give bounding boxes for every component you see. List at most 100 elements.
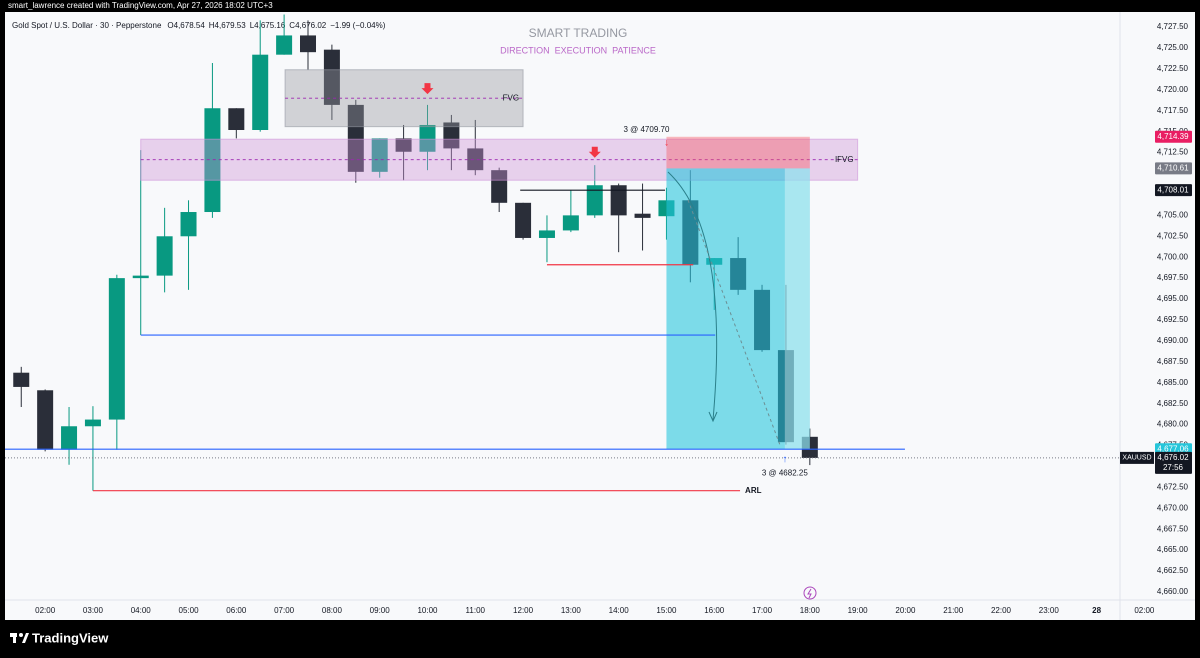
zone-label: IFVG xyxy=(835,155,854,164)
x-tick-label: 03:00 xyxy=(83,606,104,615)
chart-background xyxy=(5,12,1195,620)
brand-logo xyxy=(10,633,29,643)
level-label: ARL xyxy=(745,486,762,495)
candle-body xyxy=(491,170,508,203)
x-tick-label: 16:00 xyxy=(704,606,725,615)
target-zone-tail xyxy=(784,168,810,450)
logo-part xyxy=(19,633,23,637)
candle-body xyxy=(419,124,436,152)
x-tick-label: 10:00 xyxy=(417,606,438,615)
stop-zone xyxy=(666,136,810,169)
candle-body xyxy=(610,185,627,216)
candle-body xyxy=(156,236,173,276)
y-tick-label: 4,690.00 xyxy=(1157,336,1189,345)
candle-body xyxy=(61,426,78,450)
entry-label: 3 @ 4709.70 xyxy=(623,125,669,134)
y-tick-label: 4,727.50 xyxy=(1157,22,1189,31)
y-tick-label: 4,665.00 xyxy=(1157,545,1189,554)
candle-body xyxy=(538,230,555,238)
y-tick-label: 4,717.50 xyxy=(1157,106,1189,115)
x-tick-label: 07:00 xyxy=(274,606,295,615)
symbol-tag xyxy=(1120,451,1154,464)
y-tick-label: 4,712.50 xyxy=(1157,148,1189,157)
y-tick-label: 4,692.50 xyxy=(1157,315,1189,324)
event-icon xyxy=(803,586,817,600)
symbol: Gold Spot / U.S. Dollar · 30 · Peppersto… xyxy=(12,21,162,30)
x-tick-label: 20:00 xyxy=(895,606,916,615)
symbol-legend: Gold Spot / U.S. Dollar · 30 · Peppersto… xyxy=(12,21,386,30)
x-tick-label: 08:00 xyxy=(322,606,343,615)
candle-body xyxy=(37,390,54,450)
zone-label: FVG xyxy=(503,93,519,102)
price-tag-text: 4,714.39 xyxy=(1157,132,1189,141)
projection-arrowhead xyxy=(708,411,718,423)
ohlc: O4,678.54 xyxy=(167,21,205,30)
y-tick-label: 4,705.00 xyxy=(1157,210,1189,219)
price-tag-text: 4,677.06 xyxy=(1157,444,1189,453)
y-tick-label: 4,720.00 xyxy=(1157,85,1189,94)
candle-body xyxy=(515,202,532,238)
candle-body xyxy=(13,372,30,387)
target-zone xyxy=(666,168,810,450)
y-tick-label: 4,725.00 xyxy=(1157,43,1189,52)
x-tick-label: 02:00 xyxy=(35,606,56,615)
price-tag xyxy=(1155,451,1192,474)
signal-arrow xyxy=(421,83,434,95)
y-tick-label: 4,687.50 xyxy=(1157,357,1189,366)
candle-body xyxy=(252,54,269,131)
x-tick-label: 21:00 xyxy=(943,606,964,615)
price-tag-text: 4,676.02 xyxy=(1157,453,1189,462)
x-tick-label: 18:00 xyxy=(800,606,821,615)
x-tick-label: 19:00 xyxy=(848,606,869,615)
plot: FVG IFVG xyxy=(5,14,1120,492)
ohlc: L4,675.16 xyxy=(250,21,286,30)
price-tag xyxy=(1155,184,1192,197)
candle-body xyxy=(347,104,364,172)
price-tag xyxy=(1155,162,1192,175)
y-tick-label: 4,672.50 xyxy=(1157,482,1189,491)
price-tag-text: 4,710.61 xyxy=(1157,164,1189,173)
chart-title: SMART TRADING xyxy=(529,26,628,40)
candle-body xyxy=(300,35,317,53)
candle-body xyxy=(467,148,484,171)
change: −1.99 (−0.04%) xyxy=(330,21,385,30)
x-tick-label: 22:00 xyxy=(991,606,1012,615)
event-icon-bolt xyxy=(807,588,812,599)
ohlc: H4,679.53 xyxy=(209,21,246,30)
exit-label: 3 @ 4682.25 xyxy=(762,468,808,477)
candle-body xyxy=(108,278,125,420)
logo-part xyxy=(22,633,29,643)
x-tick-label: 04:00 xyxy=(131,606,152,615)
x-tick-label: 05:00 xyxy=(179,606,200,615)
candle-body xyxy=(228,108,245,131)
chart-subtitle: DIRECTION EXECUTION PATIENCE xyxy=(500,45,656,55)
y-tick-label: 4,702.50 xyxy=(1157,231,1189,240)
candle-body xyxy=(443,122,460,149)
y-tick-label: 4,695.00 xyxy=(1157,294,1189,303)
y-tick-label: 4,685.00 xyxy=(1157,378,1189,387)
y-tick-label: 4,667.50 xyxy=(1157,524,1189,533)
y-tick-label: 4,660.00 xyxy=(1157,587,1189,596)
candle-body xyxy=(276,35,293,55)
price-tag xyxy=(1155,130,1192,143)
y-tick-label: 4,700.00 xyxy=(1157,252,1189,261)
projection-curve xyxy=(667,171,718,421)
price-tag-text: 4,708.01 xyxy=(1157,185,1189,194)
x-tick-label: 17:00 xyxy=(752,606,773,615)
x-tick-label: 06:00 xyxy=(226,606,247,615)
candle-body xyxy=(323,49,340,105)
y-tick-label: 4,680.00 xyxy=(1157,420,1189,429)
zone xyxy=(284,69,524,128)
candle-body xyxy=(204,108,221,213)
y-tick-label: 4,682.50 xyxy=(1157,399,1189,408)
brand: TradingView xyxy=(32,630,109,645)
y-tick-label: 4,722.50 xyxy=(1157,64,1189,73)
entry-arrow: ↓ xyxy=(664,137,669,148)
x-tick-label: 23:00 xyxy=(1039,606,1060,615)
candle-body xyxy=(586,185,603,216)
candle-body xyxy=(634,213,651,218)
candle-body xyxy=(562,215,579,231)
signal-arrow xyxy=(588,146,601,158)
y-tick-label: 4,670.00 xyxy=(1157,503,1189,512)
